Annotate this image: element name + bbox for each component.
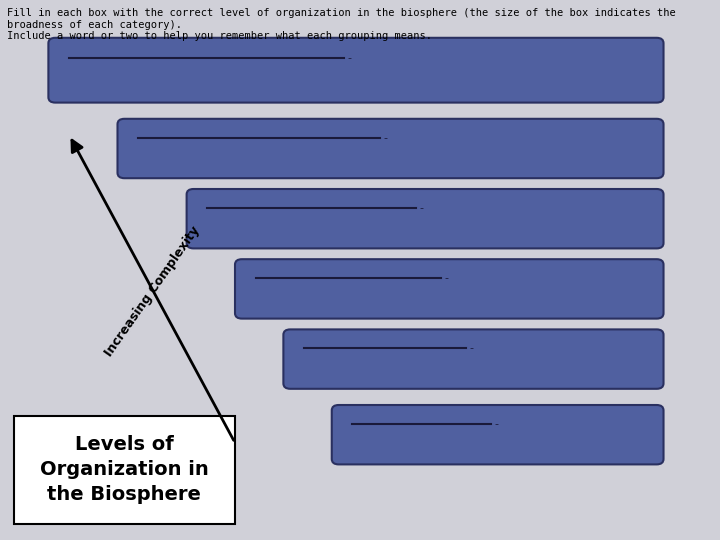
FancyBboxPatch shape xyxy=(235,259,664,319)
Text: -: - xyxy=(383,133,387,143)
Text: -: - xyxy=(419,203,423,213)
FancyBboxPatch shape xyxy=(284,329,664,389)
Text: -: - xyxy=(469,343,474,353)
Text: Fill in each box with the correct level of organization in the biosphere (the si: Fill in each box with the correct level … xyxy=(7,8,675,41)
Text: -: - xyxy=(347,53,351,63)
FancyBboxPatch shape xyxy=(48,38,664,103)
FancyBboxPatch shape xyxy=(186,189,664,248)
Text: -: - xyxy=(495,419,499,429)
FancyBboxPatch shape xyxy=(14,416,235,524)
FancyBboxPatch shape xyxy=(332,405,664,464)
FancyBboxPatch shape xyxy=(117,119,664,178)
Text: -: - xyxy=(444,273,449,283)
Text: Increasing Complexity: Increasing Complexity xyxy=(102,224,202,359)
Text: Levels of
Organization in
the Biosphere: Levels of Organization in the Biosphere xyxy=(40,435,209,504)
